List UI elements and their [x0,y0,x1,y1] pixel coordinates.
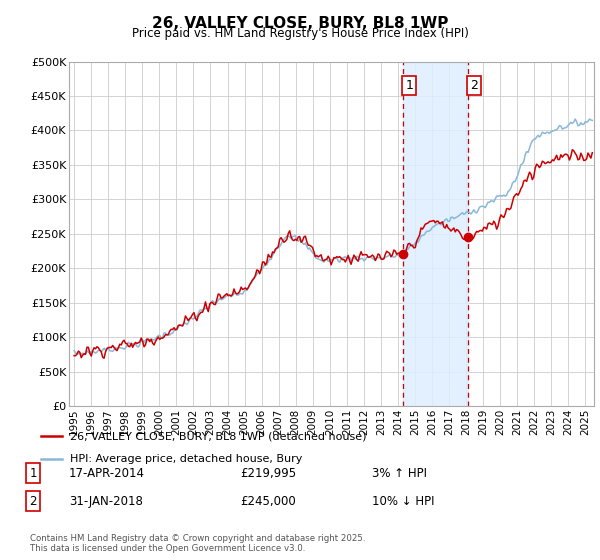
Text: 3% ↑ HPI: 3% ↑ HPI [372,466,427,480]
Text: 26, VALLEY CLOSE, BURY, BL8 1WP (detached house): 26, VALLEY CLOSE, BURY, BL8 1WP (detache… [70,431,366,441]
Text: £219,995: £219,995 [240,466,296,480]
Text: 1: 1 [29,466,37,480]
Text: Price paid vs. HM Land Registry's House Price Index (HPI): Price paid vs. HM Land Registry's House … [131,27,469,40]
Text: 1: 1 [406,79,413,92]
Text: 17-APR-2014: 17-APR-2014 [69,466,145,480]
Text: Contains HM Land Registry data © Crown copyright and database right 2025.
This d: Contains HM Land Registry data © Crown c… [30,534,365,553]
Text: 2: 2 [29,494,37,508]
Text: 31-JAN-2018: 31-JAN-2018 [69,494,143,508]
Bar [403,62,467,406]
Text: 26, VALLEY CLOSE, BURY, BL8 1WP: 26, VALLEY CLOSE, BURY, BL8 1WP [152,16,448,31]
Text: 2: 2 [470,79,478,92]
Text: £245,000: £245,000 [240,494,296,508]
Text: HPI: Average price, detached house, Bury: HPI: Average price, detached house, Bury [70,454,302,464]
Text: 10% ↓ HPI: 10% ↓ HPI [372,494,434,508]
